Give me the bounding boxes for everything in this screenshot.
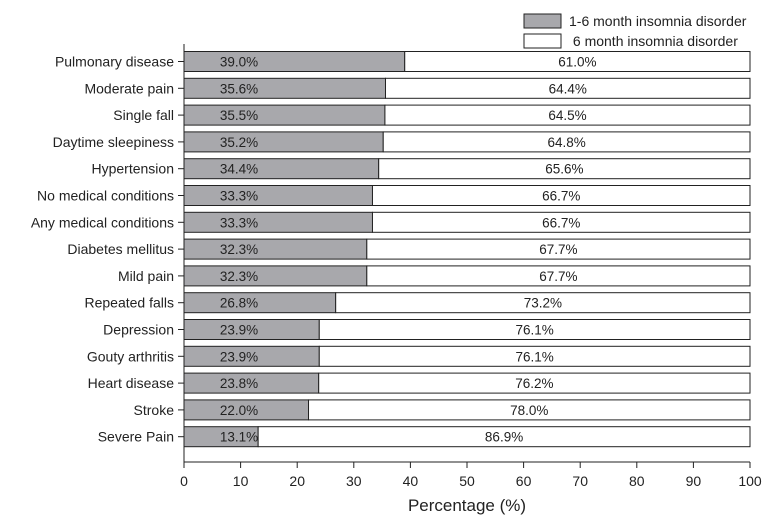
data-label-long-4: 64.8%	[547, 135, 585, 150]
bar-long-8	[366, 238, 751, 260]
data-label-long-5: 65.6%	[545, 162, 583, 177]
x-tick-label-60: 60	[516, 473, 532, 489]
data-label-short-11: 23.9%	[220, 323, 258, 338]
data-label-short-6: 33.3%	[220, 189, 258, 204]
data-label-long-11: 76.1%	[515, 323, 553, 338]
x-tick-label-40: 40	[403, 473, 419, 489]
data-label-long-10: 73.2%	[524, 296, 562, 311]
data-label-long-12: 76.1%	[515, 349, 553, 364]
data-label-short-3: 35.5%	[220, 108, 258, 123]
data-label-long-6: 66.7%	[542, 189, 580, 204]
bar-short-10	[183, 292, 337, 314]
data-label-long-7: 66.7%	[542, 215, 580, 230]
data-label-long-13: 76.2%	[515, 376, 553, 391]
category-label-13: Heart disease	[88, 375, 175, 391]
x-tick-label-20: 20	[289, 473, 305, 489]
bar-long-1	[404, 51, 751, 72]
bar-short-5	[183, 158, 380, 180]
category-label-8: Diabetes mellitus	[67, 241, 174, 257]
bar-long-9	[366, 265, 751, 287]
bar-long-14	[308, 399, 751, 421]
data-label-short-15: 13.1%	[220, 430, 258, 445]
data-label-short-1: 39.0%	[220, 55, 258, 70]
data-label-long-14: 78.0%	[510, 403, 548, 418]
bar-long-10	[335, 292, 751, 314]
x-axis-title: Percentage (%)	[408, 496, 526, 515]
category-label-14: Stroke	[134, 402, 175, 418]
data-label-short-12: 23.9%	[220, 349, 258, 364]
bar-long-4	[382, 131, 751, 153]
bar-long-7	[371, 211, 751, 233]
category-label-3: Single fall	[113, 107, 174, 123]
category-label-11: Depression	[103, 322, 174, 338]
bar-long-15	[257, 426, 751, 448]
category-label-1: Pulmonary disease	[55, 54, 174, 70]
category-label-15: Severe Pain	[98, 429, 174, 445]
category-label-12: Gouty arthritis	[87, 348, 174, 364]
x-tick-label-70: 70	[572, 473, 588, 489]
legend-label-long: 6 month insomnia disorder	[569, 33, 738, 49]
x-tick-label-50: 50	[459, 473, 475, 489]
x-tick-label-90: 90	[686, 473, 702, 489]
category-label-2: Moderate pain	[84, 80, 174, 96]
bar-long-2	[384, 77, 751, 99]
data-label-short-5: 34.4%	[220, 162, 258, 177]
data-label-short-4: 35.2%	[220, 135, 258, 150]
legend-swatch-short	[523, 13, 562, 29]
bar-short-4	[183, 131, 384, 153]
bar-long-3	[384, 104, 751, 126]
bar-short-3	[183, 104, 386, 126]
data-label-short-7: 33.3%	[220, 215, 258, 230]
bar-short-1	[183, 51, 406, 72]
data-label-short-8: 32.3%	[220, 242, 258, 257]
bar-long-13	[318, 372, 751, 394]
category-label-6: No medical conditions	[37, 188, 174, 204]
data-label-long-9: 67.7%	[539, 269, 577, 284]
bar-long-6	[371, 185, 751, 206]
x-tick-label-0: 0	[180, 473, 188, 489]
bar-short-9	[183, 265, 368, 287]
data-label-long-15: 86.9%	[485, 430, 523, 445]
data-label-short-14: 22.0%	[220, 403, 258, 418]
data-label-short-2: 35.6%	[220, 81, 258, 96]
bar-short-7	[183, 211, 373, 233]
legend-label-short: 1-6 month insomnia disorder	[569, 13, 747, 29]
category-label-5: Hypertension	[92, 161, 175, 177]
legend-swatch-long	[523, 33, 562, 49]
data-label-long-2: 64.4%	[549, 81, 587, 96]
legend: 1-6 month insomnia disorder 6 month inso…	[523, 13, 747, 49]
x-tick-label-10: 10	[233, 473, 249, 489]
bars-group: 39.0% 61.0% 35.6% 64.4% 35.5% 64.5% 35.2% 64.8%…	[183, 51, 751, 448]
axes-group: Pulmonary disease Moderate pain Single fal…	[31, 44, 762, 489]
bar-long-11	[318, 319, 751, 340]
category-label-7: Any medical conditions	[31, 214, 174, 230]
bar-short-6	[183, 185, 373, 206]
bar-short-8	[183, 238, 368, 260]
x-tick-label-100: 100	[738, 473, 762, 489]
data-label-short-9: 32.3%	[220, 269, 258, 284]
bar-long-12	[318, 345, 751, 367]
data-label-long-1: 61.0%	[558, 55, 596, 70]
x-tick-label-80: 80	[629, 473, 645, 489]
category-label-10: Repeated falls	[84, 295, 174, 311]
x-tick-label-30: 30	[346, 473, 362, 489]
bar-long-5	[378, 158, 751, 180]
category-label-9: Mild pain	[118, 268, 174, 284]
data-label-short-13: 23.8%	[220, 376, 258, 391]
category-label-4: Daytime sleepiness	[53, 134, 174, 150]
data-label-short-10: 26.8%	[220, 296, 258, 311]
data-label-long-8: 67.7%	[539, 242, 577, 257]
bar-short-2	[183, 77, 386, 99]
data-label-long-3: 64.5%	[548, 108, 586, 123]
